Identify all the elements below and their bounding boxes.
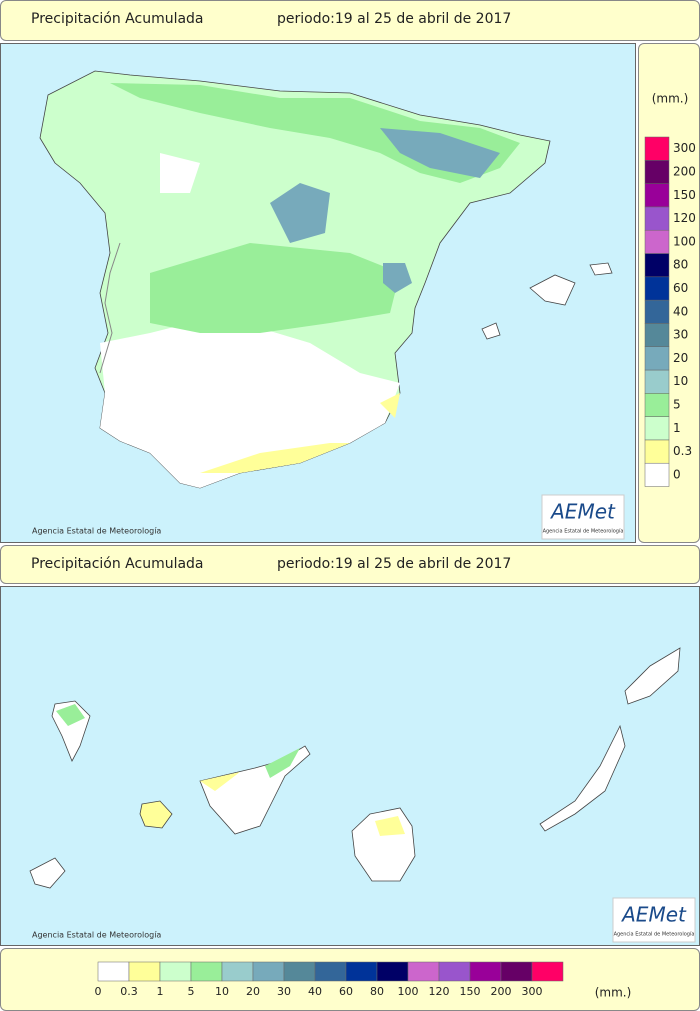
legend-swatch [438,961,471,982]
legend-label: 300 [673,141,696,155]
legend-label: 10 [215,985,229,998]
legend-swatch [407,961,440,982]
canarias-map: Agencia Estatal de Meteorología AEMet Ag… [0,586,700,946]
legend-label: 0.3 [673,444,692,458]
legend-swatch [644,462,670,487]
legend-label: 1 [157,985,164,998]
legend-vertical: (mm.) 0 0.3 1 5 10 20 30 40 60 80 100 120 150 200 300 [638,43,700,543]
legend-swatch [128,961,161,982]
legend-label: 120 [673,211,696,225]
header: Precipitación Acumulada periodo:19 al 25… [0,545,700,584]
legend-label: 10 [673,374,688,388]
legend-label: 200 [673,164,696,178]
legend-unit: (mm.) [652,92,689,106]
period: periodo:19 al 25 de abril de 2017 [277,556,512,572]
legend-swatch [644,346,670,371]
legend-swatch [97,961,130,982]
period: periodo:19 al 25 de abril de 2017 [277,11,512,27]
legend-swatch [283,961,316,982]
legend-swatch [314,961,347,982]
logo: AEMet [549,500,616,524]
legend-label: 0.3 [120,985,138,998]
legend-swatch [644,323,670,347]
legend-label: 200 [491,985,512,998]
legend-swatch [500,961,533,982]
legend-swatch [159,961,192,982]
legend-horizontal: (mm.) 0 0.3 1 5 10 20 30 40 60 80 100 120 150 200 300 [0,948,700,1011]
legend-label: 120 [429,985,450,998]
credit: Agencia Estatal de Meteorología [32,931,161,940]
legend-label: 100 [673,234,696,248]
legend-swatch [376,961,409,982]
legend-swatch [644,369,670,394]
legend-swatch [252,961,285,982]
legend-label: 150 [460,985,481,998]
legend-label: 100 [398,985,419,998]
legend-label: 20 [246,985,260,998]
legend-swatch [644,439,670,464]
header: Precipitación Acumulada periodo:19 al 25… [0,0,700,41]
legend-label: 60 [339,985,353,998]
logo: AEMet [620,903,687,927]
legend-label: 40 [308,985,322,998]
legend-swatch [644,416,670,441]
logo-sub: Agencia Estatal de Meteorología [543,528,624,535]
title: Precipitación Acumulada [31,556,204,572]
legend-swatch [644,136,670,161]
legend-swatch [221,961,254,982]
legend-unit: (mm.) [595,986,632,1000]
legend-label: 30 [277,985,291,998]
legend-label: 1 [673,421,681,435]
legend-swatch [644,276,670,301]
legend-label: 0 [673,467,681,481]
legend-label: 5 [673,397,681,411]
legend-swatch [644,253,670,278]
legend-label: 40 [673,304,688,318]
title: Precipitación Acumulada [31,11,204,27]
legend-swatch [469,961,502,982]
legend-label: 20 [673,351,688,365]
legend-swatch [644,206,670,231]
legend-label: 80 [370,985,384,998]
legend-swatch [644,229,670,254]
legend-label: 150 [673,188,696,202]
logo-sub: Agencia Estatal de Meteorología [614,931,695,938]
legend-swatch [644,183,670,208]
legend-swatch [644,393,670,417]
legend-swatch [644,160,670,184]
legend-swatch [190,961,223,982]
legend-label: 80 [673,258,688,272]
legend-label: 5 [188,985,195,998]
peninsula-map: Agencia Estatal de Meteorología AEMet Ag… [0,43,636,543]
legend-swatch [531,961,564,982]
legend-label: 60 [673,281,688,295]
legend-swatch [644,299,670,324]
legend-label: 0 [95,985,102,998]
legend-swatch [345,961,378,982]
legend-label: 300 [522,985,543,998]
legend-label: 30 [673,328,688,342]
credit: Agencia Estatal de Meteorología [32,527,161,536]
